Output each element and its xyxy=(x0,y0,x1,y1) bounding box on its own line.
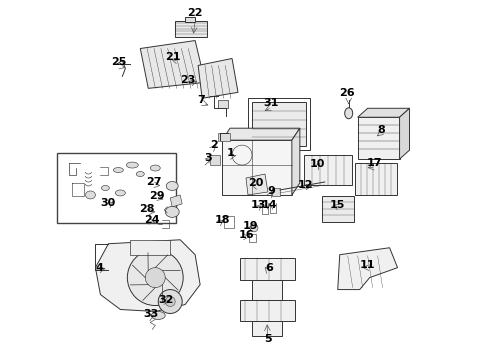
Text: 24: 24 xyxy=(145,215,160,225)
Polygon shape xyxy=(292,128,300,195)
Ellipse shape xyxy=(165,206,179,217)
Text: 13: 13 xyxy=(250,200,266,210)
Text: 29: 29 xyxy=(149,191,165,201)
Bar xyxy=(175,21,207,37)
Bar xyxy=(240,258,295,280)
Polygon shape xyxy=(399,108,410,159)
Bar xyxy=(304,155,352,185)
Polygon shape xyxy=(222,128,300,140)
Ellipse shape xyxy=(151,311,165,319)
Ellipse shape xyxy=(150,165,160,171)
Text: 9: 9 xyxy=(267,186,275,196)
Ellipse shape xyxy=(101,185,109,190)
Bar xyxy=(222,140,292,195)
Text: 28: 28 xyxy=(140,204,155,214)
Text: 11: 11 xyxy=(360,260,375,270)
Text: 20: 20 xyxy=(248,178,264,188)
Ellipse shape xyxy=(115,190,125,196)
Text: 27: 27 xyxy=(147,177,162,187)
Text: 8: 8 xyxy=(378,125,386,135)
Text: 5: 5 xyxy=(264,334,272,345)
Circle shape xyxy=(165,297,175,306)
Text: 2: 2 xyxy=(210,140,218,150)
Bar xyxy=(56,153,176,223)
Ellipse shape xyxy=(126,162,138,168)
Bar xyxy=(252,280,282,300)
Ellipse shape xyxy=(113,167,123,172)
Text: 3: 3 xyxy=(204,153,212,163)
Text: 18: 18 xyxy=(214,215,230,225)
Polygon shape xyxy=(338,248,397,289)
Text: 22: 22 xyxy=(187,8,203,18)
Text: 6: 6 xyxy=(265,263,273,273)
Text: 16: 16 xyxy=(239,230,255,240)
Bar xyxy=(210,155,220,165)
Bar xyxy=(185,17,195,22)
Text: 15: 15 xyxy=(330,200,345,210)
Circle shape xyxy=(127,250,183,306)
Text: 1: 1 xyxy=(227,148,235,158)
Text: 4: 4 xyxy=(96,263,103,273)
Text: 31: 31 xyxy=(263,98,279,108)
Circle shape xyxy=(158,289,182,314)
Text: 32: 32 xyxy=(159,294,174,305)
Bar xyxy=(218,133,230,141)
Bar xyxy=(355,163,396,195)
Text: 30: 30 xyxy=(101,198,116,208)
Bar xyxy=(252,321,282,336)
Bar xyxy=(130,240,170,255)
Ellipse shape xyxy=(136,171,144,176)
Text: 23: 23 xyxy=(180,75,196,85)
Ellipse shape xyxy=(85,191,96,199)
Ellipse shape xyxy=(166,181,178,190)
Polygon shape xyxy=(358,108,410,117)
Ellipse shape xyxy=(345,108,353,119)
Polygon shape xyxy=(170,195,182,207)
Text: 33: 33 xyxy=(144,310,159,319)
Polygon shape xyxy=(140,41,205,88)
Bar xyxy=(240,300,295,321)
Bar xyxy=(272,188,280,196)
Text: 25: 25 xyxy=(111,58,126,67)
Bar xyxy=(358,117,399,159)
Text: 19: 19 xyxy=(243,221,259,231)
Text: 7: 7 xyxy=(197,95,205,105)
Circle shape xyxy=(145,268,165,288)
Polygon shape xyxy=(246,174,268,195)
Text: 26: 26 xyxy=(339,88,355,98)
Bar xyxy=(252,102,306,146)
Polygon shape xyxy=(96,240,200,311)
Text: 21: 21 xyxy=(166,53,181,63)
Text: 10: 10 xyxy=(310,159,325,169)
Text: 12: 12 xyxy=(298,180,314,190)
Bar xyxy=(218,100,228,108)
Bar xyxy=(248,98,310,150)
Bar xyxy=(322,196,354,222)
Ellipse shape xyxy=(250,224,258,232)
Polygon shape xyxy=(198,58,238,98)
Text: 17: 17 xyxy=(367,158,382,168)
Text: 14: 14 xyxy=(262,200,278,210)
